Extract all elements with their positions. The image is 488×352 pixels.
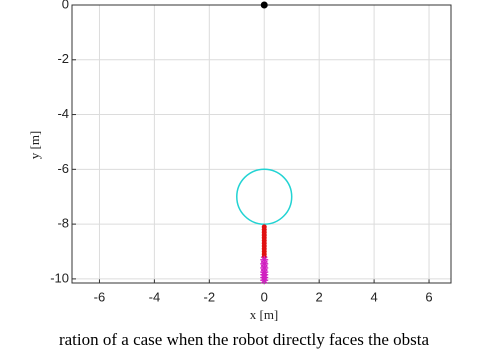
caption: ration of a case when the robot directly… (59, 330, 430, 349)
y-tick-label: -8 (57, 216, 69, 231)
y-tick-label: 0 (62, 0, 69, 11)
x-axis-label: x [m] (250, 307, 279, 322)
star-point (260, 276, 269, 285)
y-tick-label: -2 (57, 51, 69, 66)
x-tick-label: -6 (94, 289, 106, 304)
x-tick-label: -4 (149, 289, 161, 304)
x-tick-label: 0 (261, 289, 268, 304)
plot-frame (71, 4, 452, 284)
y-tick-label: -4 (57, 106, 69, 121)
x-tick-label: -2 (204, 289, 216, 304)
x-tick-label: 2 (316, 289, 323, 304)
x-tick-label: 6 (425, 289, 432, 304)
y-tick-label: -6 (57, 161, 69, 176)
star-point (260, 255, 269, 264)
dot-point (260, 1, 268, 9)
y-axis-label: y [m] (27, 131, 42, 160)
obstacle (236, 168, 293, 225)
star-point (260, 259, 269, 268)
star-point (260, 263, 269, 272)
x-tick-label: 4 (370, 289, 377, 304)
y-tick-label: -10 (50, 270, 69, 285)
